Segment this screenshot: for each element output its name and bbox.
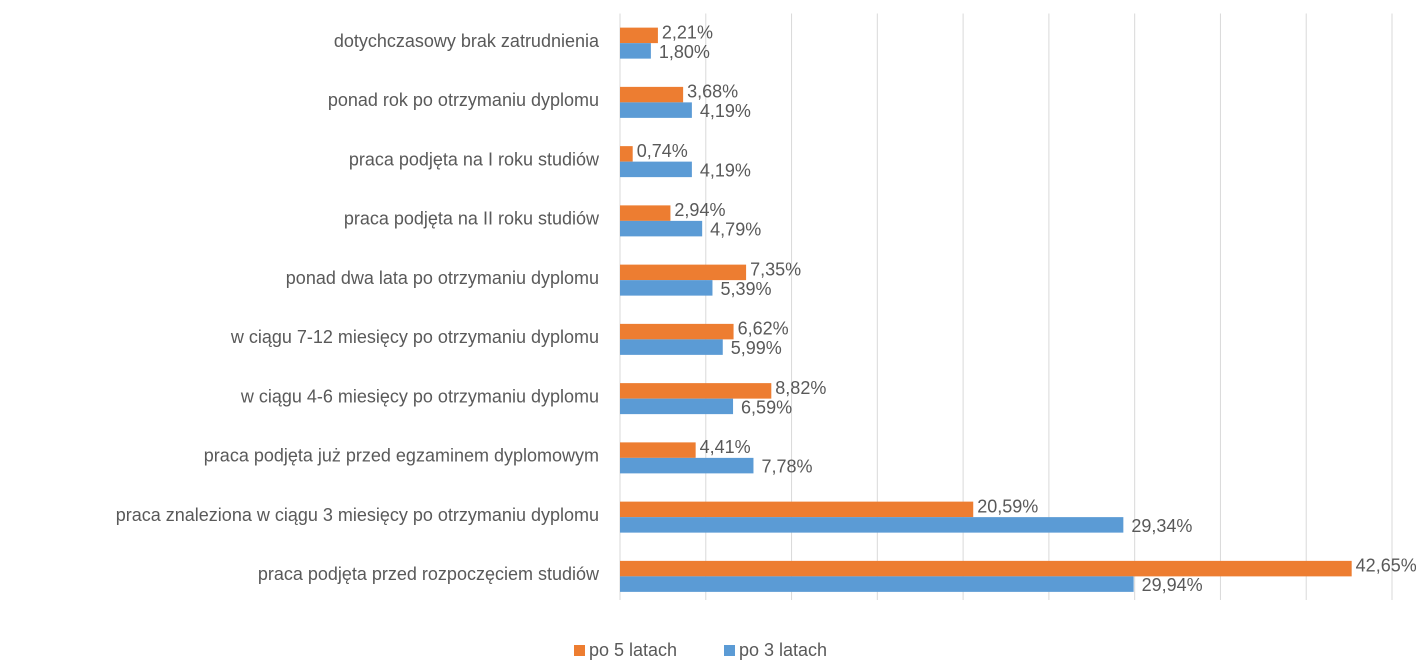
category-label: praca podjęta na I roku studiów — [349, 149, 600, 169]
bar — [620, 161, 692, 178]
value-label: 4,19% — [700, 101, 751, 121]
value-label: 3,68% — [687, 82, 738, 102]
bar — [620, 339, 723, 355]
value-label: 20,59% — [977, 496, 1038, 516]
bar — [620, 398, 734, 415]
bar — [620, 501, 974, 518]
bar — [620, 146, 633, 162]
category-label: w ciągu 4-6 miesięcy po otrzymaniu dyplo… — [240, 386, 599, 406]
value-label: 29,34% — [1131, 516, 1192, 536]
category-label: ponad dwa lata po otrzymaniu dyplomu — [286, 268, 599, 288]
bar — [620, 517, 1124, 533]
category-label: w ciągu 7-12 miesięcy po otrzymaniu dypl… — [230, 327, 599, 347]
bar — [620, 205, 671, 221]
bar — [620, 457, 754, 474]
bar — [620, 442, 696, 458]
legend-label: po 3 latach — [739, 640, 827, 660]
category-label: ponad rok po otrzymaniu dyplomu — [328, 90, 599, 110]
value-label: 7,35% — [750, 259, 801, 279]
legend-swatch — [724, 645, 735, 656]
bar — [620, 560, 1352, 577]
value-label: 42,65% — [1356, 556, 1416, 576]
bar — [620, 86, 684, 103]
value-label: 7,78% — [761, 457, 812, 477]
bar — [620, 576, 1134, 592]
bar — [620, 27, 658, 44]
category-label: praca podjęta już przed egzaminem dyplom… — [204, 446, 599, 466]
value-label: 5,39% — [720, 279, 771, 299]
bar — [620, 280, 713, 296]
value-label: 8,82% — [775, 378, 826, 398]
category-label: dotychczasowy brak zatrudnienia — [334, 31, 600, 51]
legend-swatch — [574, 645, 585, 656]
bar — [620, 264, 747, 281]
value-label: 2,21% — [662, 22, 713, 42]
bar — [620, 102, 692, 118]
legend-label: po 5 latach — [589, 640, 677, 660]
value-label: 5,99% — [731, 338, 782, 358]
value-label: 4,41% — [700, 437, 751, 457]
value-label: 4,19% — [700, 160, 751, 180]
value-label: 2,94% — [674, 200, 725, 220]
value-label: 1,80% — [659, 42, 710, 62]
bar — [620, 220, 703, 237]
bar — [620, 323, 734, 340]
value-label: 4,79% — [710, 220, 761, 240]
value-label: 29,94% — [1142, 575, 1203, 595]
category-label: praca podjęta na II roku studiów — [344, 209, 600, 229]
category-label: praca znaleziona w ciągu 3 miesięcy po o… — [116, 505, 599, 525]
value-label: 6,59% — [741, 397, 792, 417]
bar — [620, 43, 651, 59]
value-label: 6,62% — [738, 319, 789, 339]
bar — [620, 383, 772, 399]
value-label: 0,74% — [637, 141, 688, 161]
category-label: praca podjęta przed rozpoczęciem studiów — [258, 564, 600, 584]
